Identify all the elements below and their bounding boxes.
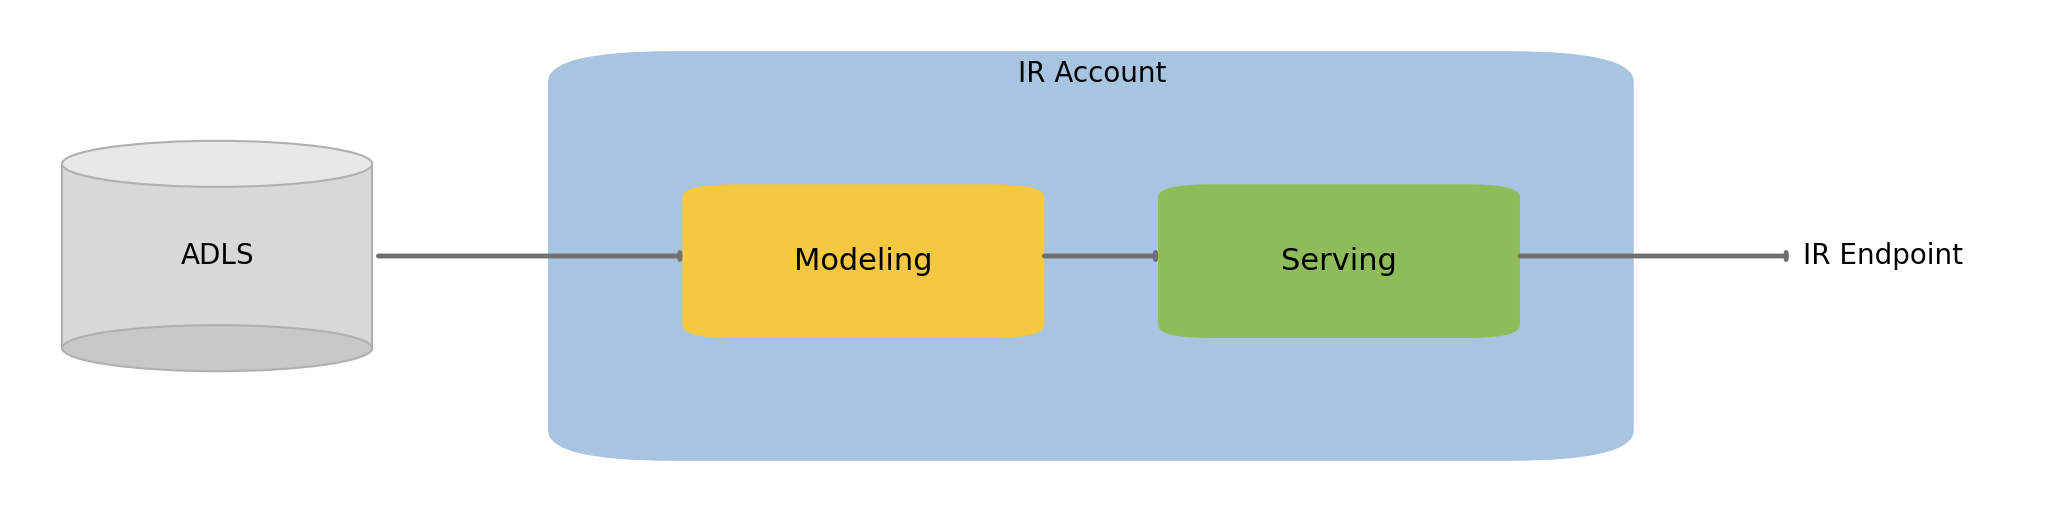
FancyBboxPatch shape — [1158, 184, 1520, 338]
Text: Serving: Serving — [1280, 247, 1398, 275]
Text: IR Account: IR Account — [1017, 60, 1166, 88]
FancyBboxPatch shape — [682, 184, 1044, 338]
Ellipse shape — [62, 141, 372, 187]
Text: IR Endpoint: IR Endpoint — [1803, 242, 1963, 270]
Text: ADLS: ADLS — [180, 242, 254, 270]
Polygon shape — [62, 164, 372, 348]
Ellipse shape — [62, 325, 372, 371]
Text: Modeling: Modeling — [794, 247, 933, 275]
FancyBboxPatch shape — [548, 51, 1634, 461]
